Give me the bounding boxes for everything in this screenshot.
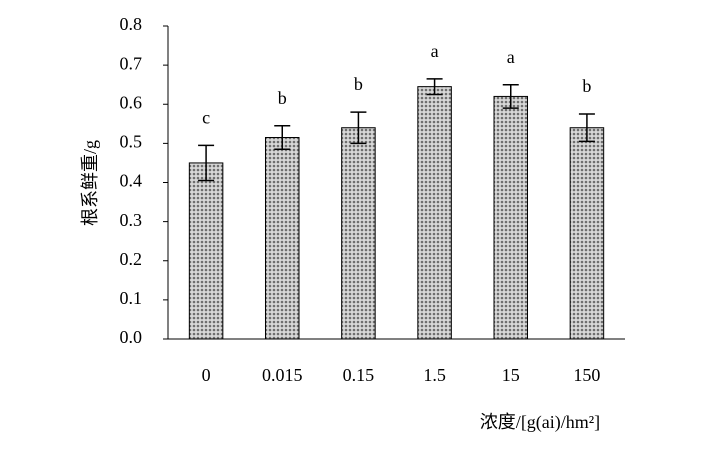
bar	[188, 162, 224, 340]
x-tick-label: 1.5	[423, 365, 446, 385]
significance-letter: b	[354, 74, 363, 94]
significance-letter: b	[278, 88, 287, 108]
x-tick-label: 150	[573, 365, 600, 385]
x-axis-label: 浓度/[g(ai)/hm²]	[480, 412, 600, 433]
significance-letter: b	[582, 76, 591, 96]
y-tick-label: 0.2	[120, 249, 143, 269]
bar	[493, 95, 529, 340]
y-tick-label: 0.1	[120, 288, 143, 308]
bar	[341, 127, 376, 340]
significance-letter: c	[202, 107, 210, 127]
bar	[569, 127, 605, 340]
y-tick-label: 0.3	[120, 210, 143, 230]
bar	[417, 86, 452, 340]
y-tick-label: 0.0	[120, 327, 143, 347]
x-tick-label: 15	[502, 365, 520, 385]
y-tick-label: 0.4	[120, 171, 143, 191]
y-axis-label: 根系鲜重/g	[80, 140, 100, 226]
y-tick-label: 0.6	[120, 92, 143, 112]
x-tick-label: 0.015	[262, 365, 303, 385]
y-tick-label: 0.8	[120, 14, 143, 34]
y-tick-label: 0.5	[120, 132, 143, 152]
significance-letter: a	[431, 41, 439, 61]
y-tick-label: 0.7	[120, 53, 143, 73]
x-tick-label: 0.15	[343, 365, 375, 385]
bar	[264, 137, 300, 340]
significance-letter: a	[507, 47, 515, 67]
x-tick-label: 0	[202, 365, 211, 385]
